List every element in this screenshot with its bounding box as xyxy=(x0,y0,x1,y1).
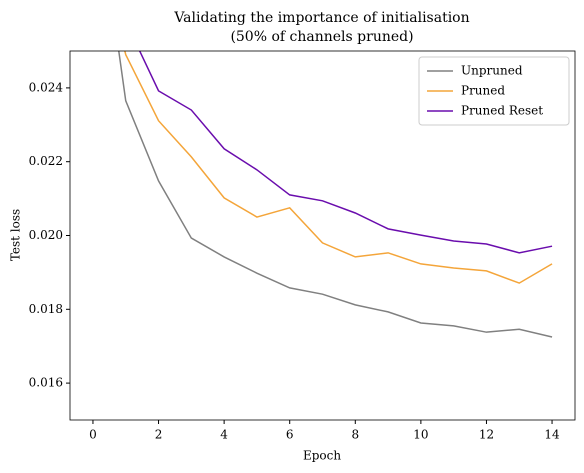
legend-label: Pruned Reset xyxy=(461,104,543,118)
x-tick-label: 10 xyxy=(413,428,428,442)
y-tick-label: 0.020 xyxy=(29,228,63,242)
legend-label: Pruned xyxy=(461,84,505,98)
x-tick-label: 2 xyxy=(155,428,163,442)
x-tick-label: 8 xyxy=(351,428,359,442)
plot-frame xyxy=(69,50,576,421)
chart-title: Validating the importance of initialisat… xyxy=(173,10,469,26)
chart-subtitle: (50% of channels pruned) xyxy=(230,29,413,45)
x-tick-label: 14 xyxy=(544,428,560,442)
y-tick-label: 0.024 xyxy=(29,80,64,94)
series-line xyxy=(138,51,553,254)
x-tick-label: 4 xyxy=(220,428,228,442)
series-line xyxy=(118,51,553,338)
plot-lines xyxy=(118,51,553,338)
x-tick-label: 0 xyxy=(89,428,97,442)
y-tick-label: 0.016 xyxy=(29,376,63,390)
y-tick-label: 0.018 xyxy=(29,302,63,316)
y-axis-label: Test loss xyxy=(9,209,23,261)
x-tick-label: 12 xyxy=(479,428,494,442)
x-axis-label: Epoch xyxy=(303,449,341,463)
series-line xyxy=(124,51,553,284)
legend-label: Unpruned xyxy=(461,64,523,78)
x-tick-label: 6 xyxy=(286,428,294,442)
legend-box xyxy=(418,56,570,126)
y-tick-label: 0.022 xyxy=(29,154,63,168)
